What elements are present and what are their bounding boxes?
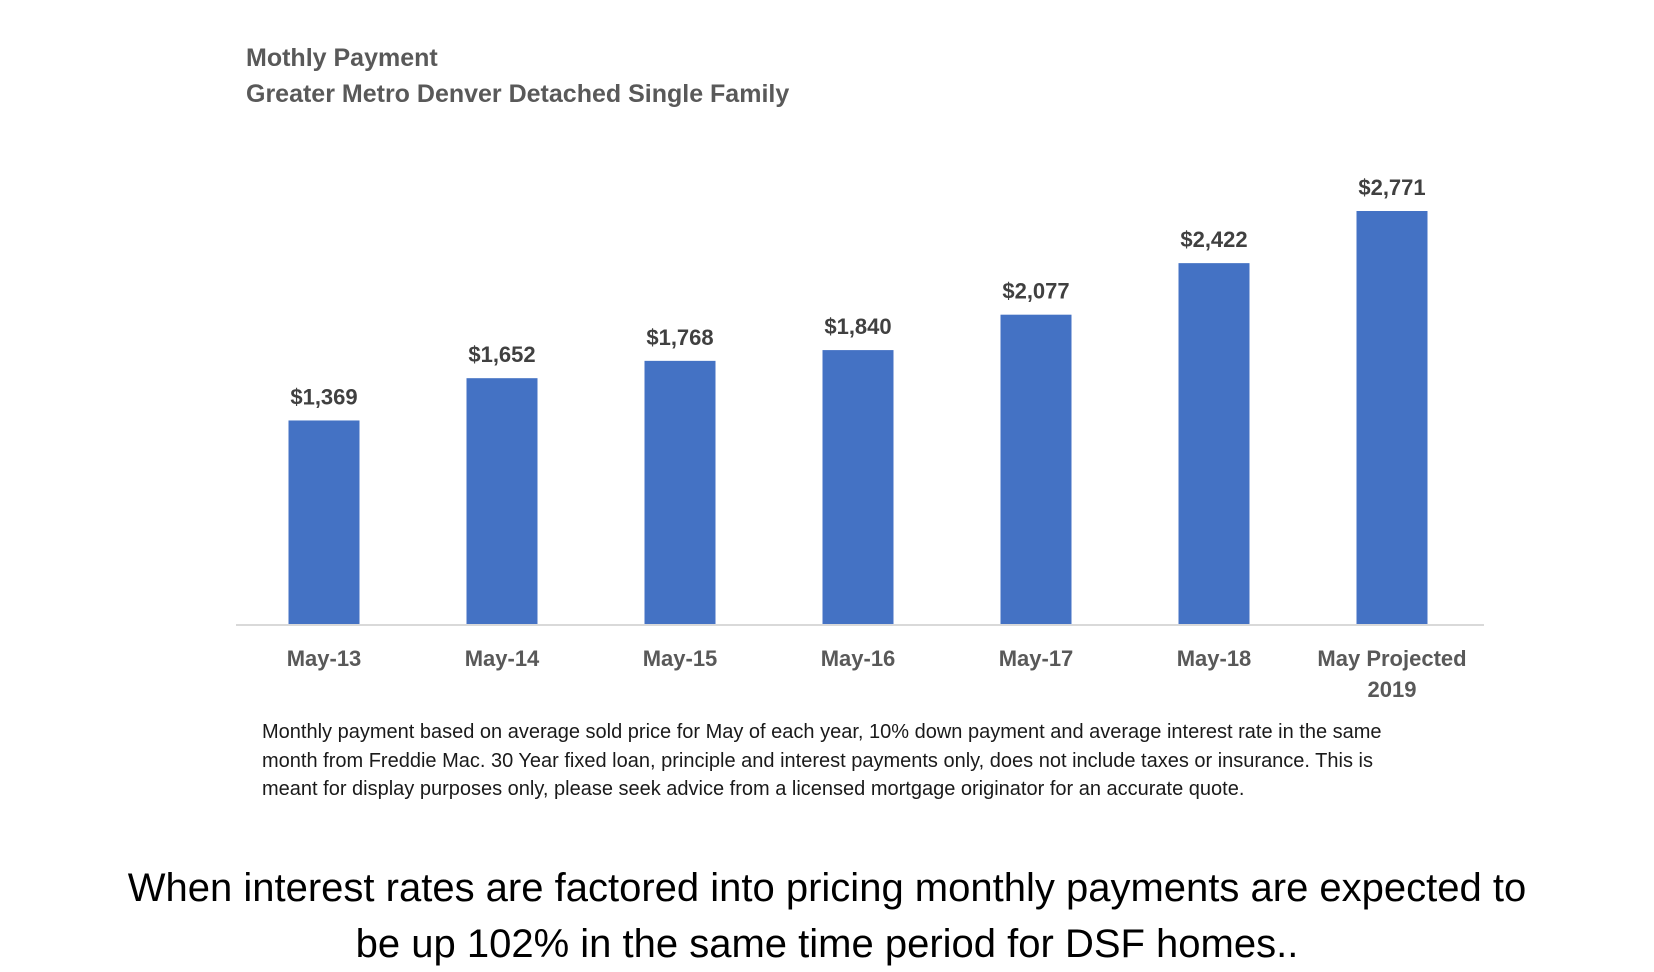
x-tick-label-3: May-16 (821, 646, 896, 671)
chart-subtitle: Greater Metro Denver Detached Single Fam… (246, 80, 790, 108)
x-tick-label-2: May-15 (643, 646, 718, 671)
bar-2 (644, 360, 716, 625)
footnote: Monthly payment based on average sold pr… (262, 718, 1502, 804)
bar-chart: $1,369 $1,652 $1,768 $1,840 $2,077 $2,422 $2,7… (236, 175, 1484, 702)
bars-layer (288, 211, 1428, 625)
chart-title: Mothly Payment (246, 44, 438, 72)
data-label-0: $1,369 (290, 384, 357, 409)
data-label-3: $1,840 (824, 314, 891, 339)
data-label-4: $2,077 (1002, 279, 1069, 304)
chart-title-block: Mothly Payment Greater Metro Denver Deta… (246, 40, 789, 112)
x-tick-labels: May-13 May-14 May-15 May-16 May-17 May-18 May … (287, 646, 1467, 702)
x-tick-label-5: May-18 (1177, 646, 1252, 671)
bar-0 (288, 420, 360, 625)
caption-line: When interest rates are factored into pr… (127, 866, 1527, 910)
caption-line: be up 102% in the same time period for D… (355, 922, 1299, 966)
bar-3 (822, 350, 894, 625)
footnote-line: Monthly payment based on average sold pr… (262, 721, 1382, 743)
bar-5 (1178, 263, 1250, 625)
x-tick-label-6-line-1: 2019 (1368, 677, 1417, 702)
data-label-2: $1,768 (646, 325, 713, 350)
x-tick-label-0: May-13 (287, 646, 362, 671)
data-label-5: $2,422 (1180, 227, 1247, 252)
data-label-1: $1,652 (468, 342, 535, 367)
bar-6 (1356, 211, 1428, 625)
footnote-line: meant for display purposes only, please … (262, 778, 1245, 800)
x-tick-label-6-line-0: May Projected (1317, 646, 1466, 671)
x-tick-label-4: May-17 (999, 646, 1074, 671)
caption: When interest rates are factored into pr… (0, 860, 1654, 972)
labels-layer: $1,369 $1,652 $1,768 $1,840 $2,077 $2,422 $2,7… (290, 175, 1425, 409)
footnote-line: month from Freddie Mac. 30 Year fixed lo… (262, 749, 1373, 772)
bar-4 (1000, 314, 1072, 625)
x-tick-label-1: May-14 (465, 646, 540, 671)
bar-1 (466, 378, 538, 625)
data-label-6: $2,771 (1358, 175, 1425, 200)
